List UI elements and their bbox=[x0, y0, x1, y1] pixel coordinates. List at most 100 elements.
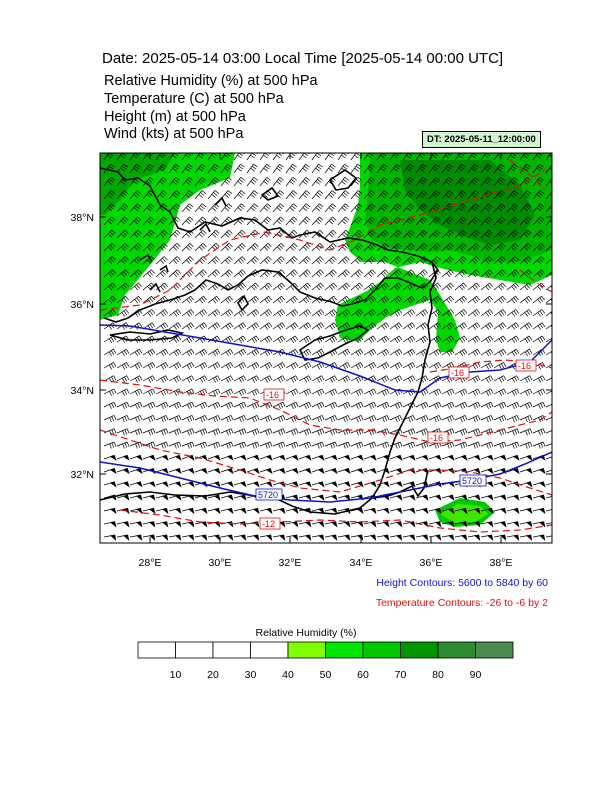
wind-barb-flag bbox=[230, 402, 234, 407]
wind-barb bbox=[545, 311, 552, 317]
wind-barb-flag bbox=[256, 415, 260, 421]
wind-barb-flag bbox=[320, 309, 325, 314]
wind-barb-flag bbox=[397, 229, 402, 234]
wind-barb bbox=[324, 295, 334, 304]
wind-barb-flag bbox=[408, 257, 413, 263]
wind-barb-flag bbox=[346, 335, 351, 341]
wind-barb-flag bbox=[334, 375, 338, 381]
wind-barb-flag bbox=[305, 310, 310, 316]
wind-barb-flag bbox=[319, 363, 323, 369]
wind-barb-flag bbox=[227, 323, 232, 329]
wind-barb-flag bbox=[501, 216, 506, 221]
wind-barb-pennant bbox=[227, 494, 234, 501]
wind-barb-flag bbox=[422, 163, 427, 168]
wind-barb-flag bbox=[148, 192, 153, 196]
wind-barb-flag bbox=[304, 192, 309, 196]
wind-barb-flag bbox=[445, 194, 450, 198]
wind-barb bbox=[259, 428, 271, 434]
wind-barb-flag bbox=[215, 403, 219, 408]
wind-barb bbox=[155, 229, 164, 239]
wind-barb-pennant bbox=[253, 534, 260, 541]
wind-barb bbox=[506, 229, 515, 239]
wind-barb bbox=[207, 388, 218, 395]
wind-barb-flag bbox=[538, 257, 543, 263]
wind-barb bbox=[155, 401, 167, 408]
wind-barb-flag bbox=[345, 363, 349, 369]
wind-barb-flag bbox=[308, 388, 312, 394]
wind-barb-pennant bbox=[187, 481, 195, 488]
wind-barb-flag bbox=[473, 404, 476, 410]
wind-barb-flag bbox=[434, 231, 439, 236]
wind-barb-flag bbox=[527, 416, 531, 422]
wind-barb-flag bbox=[224, 181, 229, 185]
wind-barb bbox=[337, 362, 348, 369]
wind-barb bbox=[103, 401, 115, 408]
wind-barb-flag bbox=[447, 218, 452, 223]
wind-barb-flag bbox=[225, 391, 229, 396]
wind-barb-flag bbox=[251, 285, 256, 291]
wind-barb bbox=[441, 229, 450, 239]
wind-barb-flag bbox=[555, 296, 558, 300]
wind-barb-flag bbox=[459, 325, 464, 330]
wind-barb-flag bbox=[226, 244, 231, 249]
wind-barb-flag bbox=[294, 269, 298, 274]
wind-barb-flag bbox=[459, 259, 464, 264]
wind-barb-flag bbox=[146, 194, 151, 198]
wind-barb-flag bbox=[342, 299, 347, 304]
wind-barb-flag bbox=[227, 271, 231, 276]
wind-barb-flag bbox=[165, 402, 169, 407]
wind-barb-flag bbox=[435, 337, 440, 342]
wind-barb-flag bbox=[135, 417, 138, 423]
wind-barb-flag bbox=[305, 203, 311, 208]
wind-barb-flag bbox=[266, 350, 271, 355]
wind-barb-flag bbox=[383, 177, 388, 181]
wind-barb-flag bbox=[212, 165, 218, 170]
wind-barb-flag bbox=[138, 282, 142, 288]
wind-barb-flag bbox=[188, 163, 193, 168]
wind-barb-flag bbox=[370, 337, 375, 342]
wind-barb-pennant bbox=[474, 521, 481, 528]
wind-barb bbox=[545, 443, 552, 447]
wind-barb-flag bbox=[342, 246, 347, 251]
wind-barb-pennant bbox=[330, 454, 338, 461]
wind-barb bbox=[376, 282, 386, 291]
wind-barb-flag bbox=[370, 310, 375, 316]
wind-barb-flag bbox=[529, 388, 533, 394]
wind-barb-flag bbox=[449, 256, 454, 261]
wind-barb bbox=[155, 415, 167, 421]
wind-barb bbox=[272, 229, 281, 239]
wind-barb-flag bbox=[253, 177, 258, 181]
wind-barb-flag bbox=[276, 154, 281, 159]
wind-barb-flag bbox=[328, 220, 333, 225]
wind-barb-pennant bbox=[461, 521, 468, 528]
wind-barb-flag bbox=[292, 310, 297, 316]
wind-barb-flag bbox=[204, 349, 208, 354]
wind-barb-flag bbox=[510, 233, 516, 238]
wind-barb-flag bbox=[512, 443, 515, 449]
wind-barb bbox=[337, 309, 348, 317]
wind-barb bbox=[142, 216, 151, 226]
wind-barb-flag bbox=[264, 179, 270, 183]
wind-barb-flag bbox=[291, 244, 296, 249]
wind-barb-flag bbox=[263, 181, 268, 185]
wind-barb-flag bbox=[423, 216, 428, 221]
wind-barb-flag bbox=[123, 350, 128, 355]
wind-barb-flag bbox=[541, 295, 545, 301]
height-contour-label: 5720 bbox=[459, 474, 487, 487]
wind-barb-pennant bbox=[188, 534, 195, 541]
wind-barb-flag bbox=[256, 362, 260, 367]
wind-barb-flag bbox=[475, 442, 479, 448]
wind-barb-flag bbox=[228, 376, 232, 382]
wind-barb bbox=[337, 401, 349, 408]
wind-barb-flag bbox=[328, 233, 334, 238]
wind-barb bbox=[389, 216, 398, 226]
wind-barb-flag bbox=[253, 203, 259, 208]
wind-barb-flag bbox=[345, 256, 350, 261]
wind-barb-flag bbox=[462, 243, 467, 248]
wind-barb-flag bbox=[241, 363, 245, 369]
wind-barb-flag bbox=[367, 220, 372, 225]
wind-barb-flag bbox=[446, 285, 451, 291]
wind-barb-flag bbox=[264, 325, 269, 330]
wind-barb-flag bbox=[305, 284, 309, 289]
wind-barb bbox=[233, 335, 244, 343]
